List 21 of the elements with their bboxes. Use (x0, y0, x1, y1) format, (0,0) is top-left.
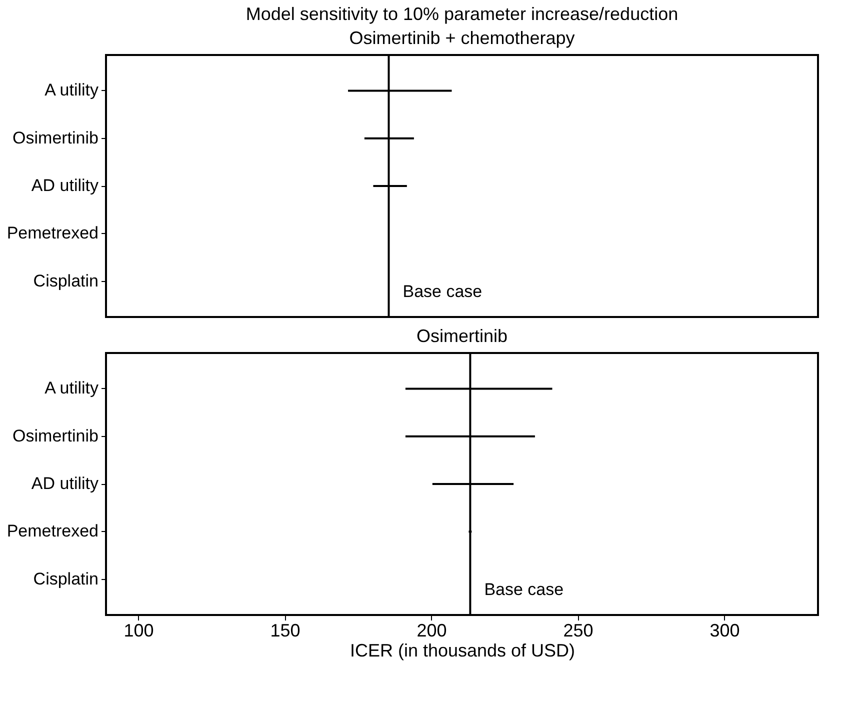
chart-title: Model sensitivity to 10% parameter increase/reduction (246, 4, 678, 24)
x-tick-label: 150 (270, 620, 300, 640)
y-tick-label: Pemetrexed (6, 224, 98, 243)
chart-subtitle: Osimertinib + chemotherapy (349, 28, 575, 48)
x-tick-label: 100 (124, 620, 154, 640)
x-axis-title: ICER (in thousands of USD) (350, 640, 576, 660)
ref-line-label: Base case (484, 580, 564, 599)
y-tick-label: AD utility (31, 474, 99, 493)
x-tick-label: 300 (710, 620, 740, 640)
y-tick-label: A utility (44, 378, 99, 398)
y-tick-label: A utility (44, 80, 99, 100)
y-tick-label: Osimertinib (12, 128, 98, 148)
chart-title: Osimertinib (416, 326, 508, 346)
y-tick-label: AD utility (31, 176, 99, 195)
y-tick-label: Cisplatin (33, 569, 98, 588)
ref-line-label: Base case (402, 282, 482, 301)
x-tick-label: 250 (563, 620, 594, 640)
x-tick-label: 200 (416, 620, 447, 640)
y-tick-label: Cisplatin (33, 271, 98, 290)
y-tick-label: Pemetrexed (6, 522, 98, 541)
y-tick-label: Osimertinib (12, 426, 98, 446)
